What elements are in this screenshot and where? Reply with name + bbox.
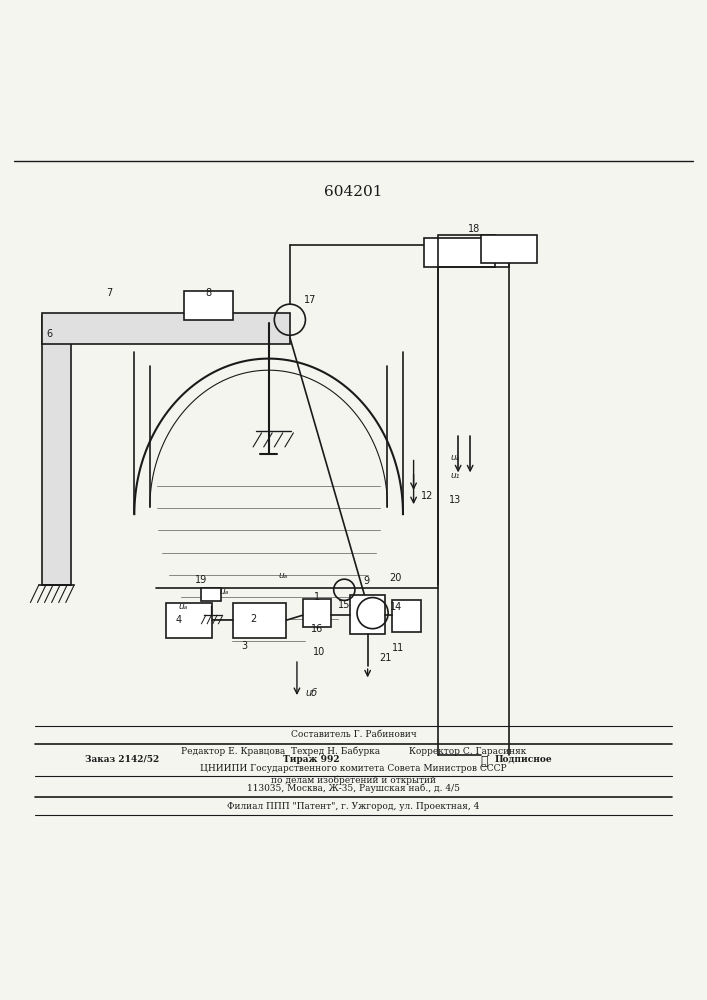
Text: 15: 15 (338, 600, 351, 610)
Bar (424, 238, 509, 267)
Text: ⏚: ⏚ (481, 755, 488, 768)
Text: uₐ: uₐ (178, 602, 187, 611)
Text: 1: 1 (314, 592, 320, 602)
Text: по делам изобретений и открытий: по делам изобретений и открытий (271, 776, 436, 785)
Bar (392, 600, 421, 632)
Bar (303, 599, 331, 627)
Text: 13: 13 (449, 495, 461, 505)
Bar (350, 595, 385, 634)
Text: 7: 7 (107, 288, 112, 298)
Text: Тираж 992: Тираж 992 (283, 755, 339, 764)
Text: 6: 6 (47, 329, 52, 339)
Text: 8: 8 (206, 288, 211, 298)
Text: uₐ: uₐ (219, 587, 228, 596)
Bar (201, 588, 221, 601)
Text: 12: 12 (421, 491, 433, 501)
Text: 9: 9 (363, 576, 369, 586)
Bar (42, 313, 290, 344)
Bar (166, 603, 212, 638)
Text: u₁: u₁ (450, 471, 460, 480)
Text: 3: 3 (241, 641, 247, 651)
Text: Составитель Г. Рабинович: Составитель Г. Рабинович (291, 730, 416, 739)
Text: Редактор Е. Кравцова  Техред Н. Бабурка          Корректор С. Гарасиняк: Редактор Е. Кравцова Техред Н. Бабурка К… (181, 746, 526, 756)
Bar (438, 235, 495, 267)
Bar (42, 316, 71, 585)
Text: 14: 14 (390, 602, 402, 612)
Bar (481, 235, 537, 263)
Text: 4: 4 (175, 615, 181, 625)
Text: 20: 20 (390, 573, 402, 583)
Text: Подписное: Подписное (495, 755, 553, 764)
Text: 604201: 604201 (325, 185, 382, 199)
Text: uₐ: uₐ (278, 571, 288, 580)
Text: 2: 2 (250, 614, 256, 624)
Text: 113035, Москва, Ж-35, Раушская наб., д. 4/5: 113035, Москва, Ж-35, Раушская наб., д. … (247, 784, 460, 793)
Bar (184, 291, 233, 320)
Bar (233, 603, 286, 638)
Text: uₐ: uₐ (450, 453, 460, 462)
Text: 17: 17 (304, 295, 317, 305)
Text: Заказ 2142/52: Заказ 2142/52 (85, 755, 159, 764)
Text: Филиал ППП "Патент", г. Ужгород, ул. Проектная, 4: Филиал ППП "Патент", г. Ужгород, ул. Про… (228, 802, 479, 811)
Text: 21: 21 (379, 653, 392, 663)
Text: 18: 18 (467, 224, 480, 234)
Text: uб: uб (305, 688, 317, 698)
Text: 11: 11 (392, 643, 404, 653)
Text: 16: 16 (310, 624, 323, 634)
Text: 10: 10 (313, 647, 326, 657)
Text: 19: 19 (195, 575, 208, 585)
Text: ЦНИИПИ Государственного комитета Совета Министров СССР: ЦНИИПИ Государственного комитета Совета … (200, 764, 507, 773)
